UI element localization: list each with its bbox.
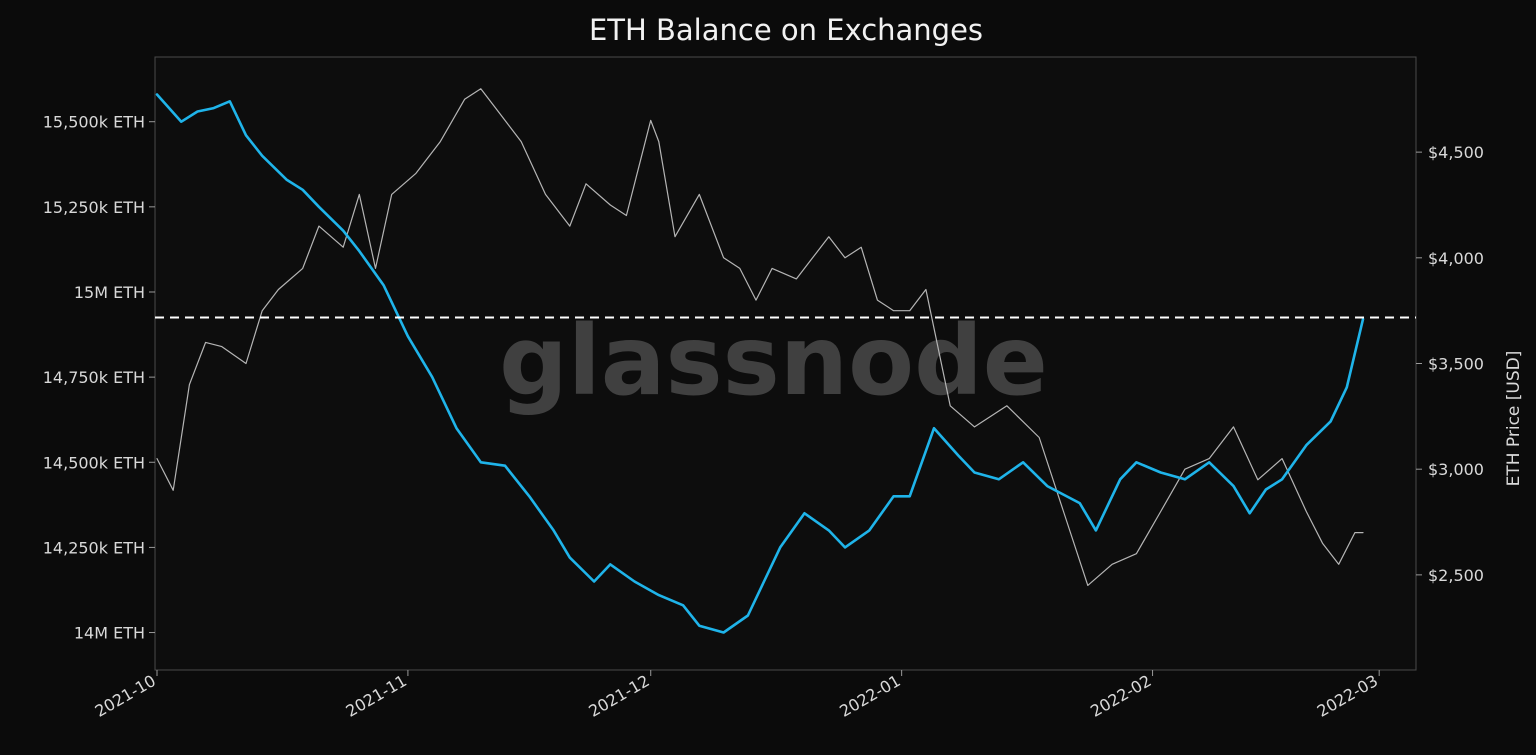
right-axis: $2,500 $3,000 $3,500 $4,000 $4,500	[1416, 143, 1484, 585]
left-tick-label: 14,500k ETH	[43, 453, 145, 472]
watermark-logo: glassnode	[499, 305, 1048, 417]
left-tick-label: 15,250k ETH	[43, 198, 145, 217]
price-series-layer	[156, 88, 1364, 586]
left-tick-label: 14M ETH	[74, 624, 145, 643]
right-axis-title: ETH Price [USD]	[1504, 351, 1524, 487]
plot-frame	[154, 56, 1417, 671]
balance-series-line	[155, 93, 1365, 634]
left-axis: 14M ETH 14,250k ETH 14,500k ETH 14,750k ETH…	[43, 113, 155, 643]
right-tick-label: $2,500	[1428, 566, 1484, 585]
right-tick-label: $4,500	[1428, 143, 1484, 162]
left-tick-label: 14,250k ETH	[43, 538, 145, 557]
left-tick-label: 14,750k ETH	[43, 368, 145, 387]
price-series-line	[156, 88, 1364, 586]
chart-title: ETH Balance on Exchanges	[589, 13, 983, 47]
plot-area: glassnode	[154, 56, 1417, 671]
right-tick-label: $3,500	[1428, 355, 1484, 374]
right-tick-label: $4,000	[1428, 249, 1484, 268]
balance-series-layer	[155, 93, 1365, 634]
left-tick-label: 15,500k ETH	[43, 113, 145, 132]
left-tick-label: 15M ETH	[74, 283, 145, 302]
right-tick-label: $3,000	[1428, 460, 1484, 479]
